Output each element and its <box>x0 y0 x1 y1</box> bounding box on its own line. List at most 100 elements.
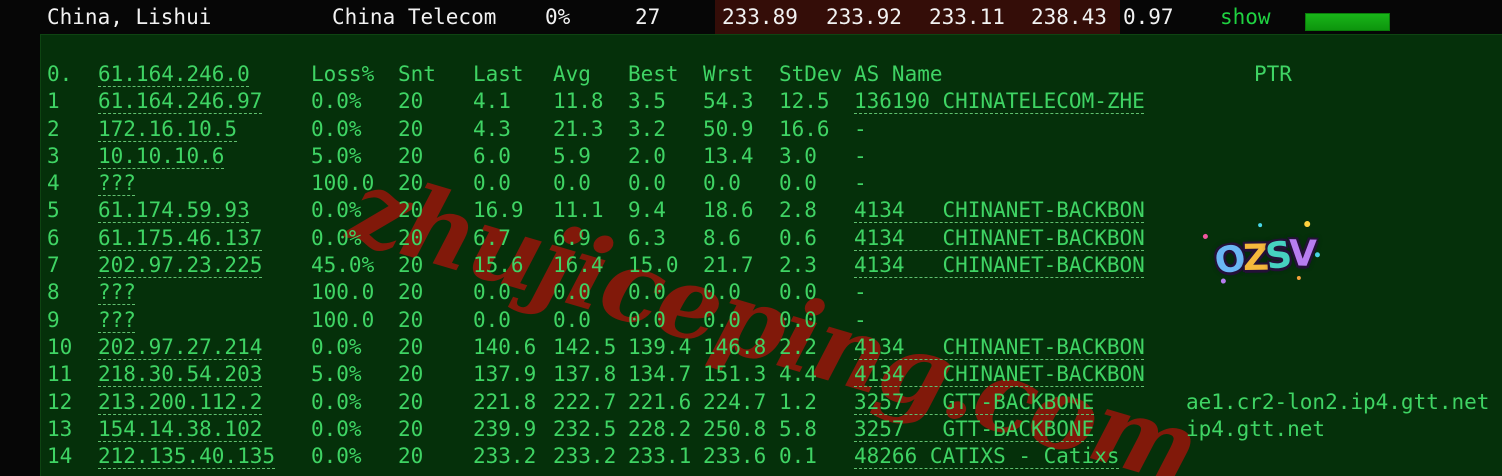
asname-link[interactable]: 3257 GTT-BACKBONE <box>854 416 1095 441</box>
host-link[interactable]: ??? <box>98 280 136 305</box>
host-link[interactable]: 61.175.46.137 <box>98 225 263 250</box>
stdev-value: StDev <box>779 62 843 86</box>
loss-value: Loss% <box>311 62 375 86</box>
stdev-value: 12.5 <box>779 89 830 114</box>
host-link[interactable]: ??? <box>98 307 136 332</box>
host-link[interactable]: 202.97.23.225 <box>98 253 263 278</box>
avg-value: 137.8 <box>553 362 617 387</box>
host-link[interactable]: 213.200.112.2 <box>98 389 263 414</box>
show-link[interactable]: show <box>1220 5 1271 29</box>
loss-value: 100.0 <box>311 307 375 332</box>
hop-number: 8 <box>47 280 60 305</box>
mtr-terminal-panel: zhujiceping.com 0. 61.164.246.0 Loss% Snt La… <box>40 34 1502 476</box>
host-link[interactable]: 212.135.40.135 <box>98 444 276 469</box>
asname-link[interactable]: 136190 CHINATELECOM-ZHE <box>854 89 1145 114</box>
mtr-row-hop-5: 5 61.174.59.93 0.0% 20 16.9 11.1 9.4 18.6 2.8 413… <box>41 197 1502 224</box>
loss-value: 0.0% <box>311 116 362 141</box>
loss-value: 0.0% <box>311 89 362 114</box>
progress-bar <box>1305 13 1390 31</box>
wrst-value: 0.0 <box>703 307 741 332</box>
hop-number: 14 <box>47 444 73 469</box>
avg-value: Avg <box>553 62 591 86</box>
wrst-value: 250.8 <box>703 416 767 441</box>
wrst-value: 146.8 <box>703 334 767 359</box>
last-value: 0.0 <box>473 280 511 305</box>
asname-link[interactable]: 4134 CHINANET-BACKBON <box>854 198 1145 223</box>
sparkle-dot <box>1303 220 1311 228</box>
last-value: 0.0 <box>473 171 511 196</box>
wrst-value: 0.0 <box>703 280 741 305</box>
wrst-value: Wrst <box>703 62 754 86</box>
host-link[interactable]: 10.10.10.6 <box>98 143 225 168</box>
avg-value: 21.3 <box>553 116 604 141</box>
loss-value: 5.0% <box>311 143 362 168</box>
last-value: Last <box>473 62 524 86</box>
asname-value: - <box>854 307 867 332</box>
host-link[interactable]: 61.164.246.0 <box>98 62 250 86</box>
best-value: 15.0 <box>628 253 679 278</box>
loss-value: 0.0% <box>311 444 362 469</box>
summary-count: 27 <box>635 5 661 29</box>
loss-value: 45.0% <box>311 253 375 278</box>
host-link[interactable]: ??? <box>98 171 136 196</box>
asname-link[interactable]: 3257 GTT-BACKBONE <box>854 389 1095 414</box>
avg-value: 11.8 <box>553 89 604 114</box>
last-value: 137.9 <box>473 362 537 387</box>
summary-bar: China, Lishui China Telecom 0% 27 233.89… <box>0 0 1502 34</box>
summary-location: China, Lishui <box>47 5 212 29</box>
loss-value: 0.0% <box>311 389 362 414</box>
hop-number: 7 <box>47 253 60 278</box>
hop-number: 0. <box>47 62 73 86</box>
host-link[interactable]: 154.14.38.102 <box>98 416 263 441</box>
last-value: 140.6 <box>473 334 537 359</box>
snt-value: 20 <box>398 389 424 414</box>
wrst-value: 54.3 <box>703 89 754 114</box>
stdev-value: 2.8 <box>779 198 817 223</box>
host-link[interactable]: 61.164.246.97 <box>98 89 263 114</box>
best-value: Best <box>628 62 679 86</box>
host-link[interactable]: 172.16.10.5 <box>98 116 238 141</box>
avg-value: 233.2 <box>553 444 617 469</box>
avg-value: 142.5 <box>553 334 617 359</box>
asname-link[interactable]: 48266 CATIXS - Catixs <box>854 444 1120 469</box>
hop-number: 13 <box>47 416 73 441</box>
stdev-value: 16.6 <box>779 116 830 141</box>
asname-link[interactable]: 4134 CHINANET-BACKBON <box>854 253 1145 278</box>
best-value: 0.0 <box>628 280 666 305</box>
asname-link[interactable]: 4134 CHINANET-BACKBON <box>854 225 1145 250</box>
snt-value: 20 <box>398 280 424 305</box>
best-value: 3.2 <box>628 116 666 141</box>
last-value: 4.1 <box>473 89 511 114</box>
avg-value: 0.0 <box>553 307 591 332</box>
host-link[interactable]: 218.30.54.203 <box>98 362 263 387</box>
loss-value: 0.0% <box>311 334 362 359</box>
snt-value: 20 <box>398 362 424 387</box>
asname-link[interactable]: 4134 CHINANET-BACKBON <box>854 362 1145 387</box>
latency-value-4: 238.43 <box>1031 5 1107 29</box>
wrst-value: 0.0 <box>703 171 741 196</box>
snt-value: 20 <box>398 334 424 359</box>
mtr-row-hop-11: 11 218.30.54.203 5.0% 20 137.9 137.8 134.7 151.… <box>41 361 1502 388</box>
host-link[interactable]: 202.97.27.214 <box>98 334 263 359</box>
mtr-row-hop-13: 13 154.14.38.102 0.0% 20 239.9 232.5 228.2 250.… <box>41 416 1502 443</box>
stdev-value: 5.8 <box>779 416 817 441</box>
asname-link[interactable]: 4134 CHINANET-BACKBON <box>854 334 1145 359</box>
avg-value: 16.4 <box>553 253 604 278</box>
asname-value: - <box>854 116 867 141</box>
hop-number: 4 <box>47 171 60 196</box>
mtr-row-hop-3: 3 10.10.10.6 5.0% 20 6.0 5.9 2.0 13.4 3.0 - <box>41 143 1502 170</box>
sticker-letters: OZSV <box>1211 233 1315 283</box>
last-value: 0.0 <box>473 307 511 332</box>
avg-value: 5.9 <box>553 143 591 168</box>
latency-highlight-box <box>715 0 1120 34</box>
avg-value: 232.5 <box>553 416 617 441</box>
loss-value: 0.0% <box>311 198 362 223</box>
wrst-value: 8.6 <box>703 225 741 250</box>
mtr-row-hop-9: 9??? 100.0 20 0.0 0.0 0.0 0.0 0.0 - <box>41 307 1502 334</box>
wrst-value: 21.7 <box>703 253 754 278</box>
stdev-value: 0.6 <box>779 225 817 250</box>
best-value: 2.0 <box>628 143 666 168</box>
host-link[interactable]: 61.174.59.93 <box>98 198 250 223</box>
avg-value: 0.0 <box>553 171 591 196</box>
snt-value: 20 <box>398 171 424 196</box>
